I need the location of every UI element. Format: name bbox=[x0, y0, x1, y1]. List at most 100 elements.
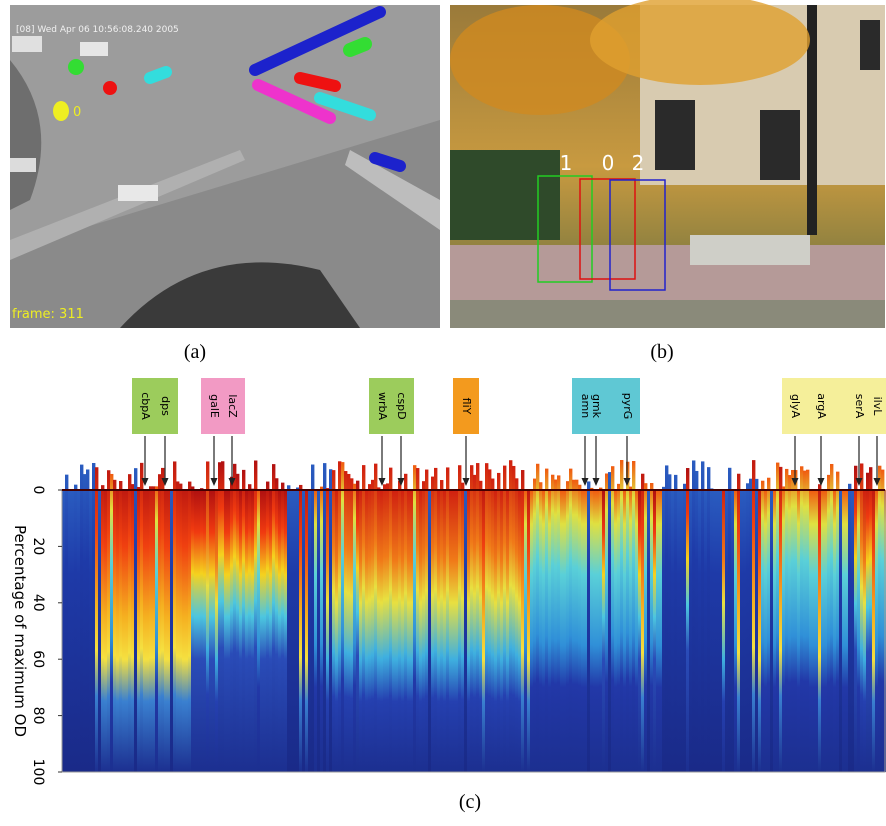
heat-column bbox=[281, 483, 284, 772]
heat-column bbox=[794, 470, 797, 772]
heat-column bbox=[872, 490, 875, 772]
heat-column bbox=[611, 466, 614, 772]
heat-column bbox=[332, 470, 335, 772]
heat-column bbox=[251, 489, 254, 772]
heat-column bbox=[569, 469, 572, 772]
heat-column bbox=[608, 472, 611, 772]
heat-column bbox=[104, 490, 107, 772]
heat-column bbox=[491, 479, 494, 772]
heat-column bbox=[404, 474, 407, 772]
heat-column bbox=[461, 483, 464, 772]
heat-column bbox=[95, 467, 98, 772]
heat-column bbox=[365, 489, 368, 772]
heat-column bbox=[596, 490, 599, 772]
heat-column bbox=[665, 465, 668, 772]
heat-column bbox=[248, 484, 251, 772]
heat-column bbox=[875, 490, 878, 772]
y-tick-label: 20 bbox=[30, 537, 46, 555]
heat-column bbox=[113, 480, 116, 772]
heat-column bbox=[158, 474, 161, 772]
heat-column bbox=[434, 468, 437, 772]
heat-column bbox=[722, 490, 725, 772]
heat-column bbox=[761, 481, 764, 772]
heat-column bbox=[197, 490, 200, 772]
heat-column bbox=[512, 466, 515, 772]
heat-column bbox=[767, 478, 770, 772]
heat-column bbox=[689, 490, 692, 772]
heat-column bbox=[329, 469, 332, 772]
heat-column bbox=[515, 478, 518, 772]
box-label: 1 bbox=[560, 151, 573, 175]
heat-column bbox=[779, 467, 782, 772]
heat-column bbox=[68, 490, 71, 772]
heat-column bbox=[416, 468, 419, 772]
heat-column bbox=[380, 490, 383, 772]
heat-column bbox=[350, 478, 353, 772]
heat-column bbox=[440, 480, 443, 772]
heat-column bbox=[650, 483, 653, 772]
y-axis: Percentage of maximum OD 020406080100 bbox=[11, 486, 62, 786]
heat-column bbox=[500, 490, 503, 772]
heat-column bbox=[860, 463, 863, 772]
heat-column bbox=[146, 490, 149, 772]
heat-column bbox=[374, 464, 377, 772]
heat-column bbox=[563, 490, 566, 772]
heat-column bbox=[479, 481, 482, 772]
heat-column bbox=[287, 485, 290, 772]
heat-column bbox=[413, 465, 416, 772]
heat-column bbox=[824, 490, 827, 772]
heat-column bbox=[272, 464, 275, 772]
heat-column bbox=[716, 490, 719, 772]
heat-column bbox=[353, 484, 356, 772]
heat-column bbox=[536, 464, 539, 772]
timestamp: [08] Wed Apr 06 10:56:08.240 2005 bbox=[16, 25, 179, 35]
heat-column bbox=[530, 490, 533, 772]
heat-column bbox=[827, 475, 830, 772]
heat-column bbox=[743, 490, 746, 772]
heat-column bbox=[821, 490, 824, 772]
track-label: 0 bbox=[73, 105, 81, 120]
heat-column bbox=[392, 490, 395, 772]
heat-column bbox=[275, 478, 278, 772]
heat-column bbox=[359, 490, 362, 772]
heat-column bbox=[65, 475, 68, 772]
heat-column bbox=[221, 461, 224, 772]
gene-label: dps bbox=[159, 396, 172, 416]
heat-column bbox=[695, 471, 698, 772]
heat-column bbox=[311, 465, 314, 772]
heat-column bbox=[443, 490, 446, 772]
heat-column bbox=[635, 490, 638, 772]
heat-column bbox=[191, 486, 194, 772]
heat-column bbox=[131, 484, 134, 772]
heat-column bbox=[149, 486, 152, 772]
heat-column bbox=[278, 490, 281, 772]
heat-column bbox=[764, 490, 767, 772]
gene-label: wrbA bbox=[376, 392, 389, 421]
heat-column bbox=[770, 490, 773, 772]
heat-column bbox=[233, 464, 236, 772]
heat-column bbox=[863, 490, 866, 772]
heat-column bbox=[659, 490, 662, 772]
heat-column bbox=[710, 488, 713, 772]
heat-column bbox=[803, 471, 806, 772]
heat-column bbox=[755, 479, 758, 772]
heat-column bbox=[209, 490, 212, 772]
heat-column bbox=[218, 462, 221, 772]
heat-column bbox=[245, 490, 248, 772]
heat-column bbox=[845, 490, 848, 772]
heat-column bbox=[389, 468, 392, 772]
heat-column bbox=[566, 481, 569, 772]
y-tick-label: 60 bbox=[30, 650, 46, 668]
heat-column bbox=[422, 481, 425, 772]
heat-column bbox=[224, 490, 227, 772]
heat-column bbox=[503, 466, 506, 772]
heat-column bbox=[110, 474, 113, 772]
frame-label: frame: 311 bbox=[12, 307, 84, 322]
heat-column bbox=[182, 490, 185, 772]
heat-column bbox=[572, 480, 575, 772]
heat-column bbox=[800, 466, 803, 772]
gene-label: argA bbox=[815, 393, 828, 419]
heat-column bbox=[818, 484, 821, 772]
heat-column bbox=[581, 490, 584, 772]
